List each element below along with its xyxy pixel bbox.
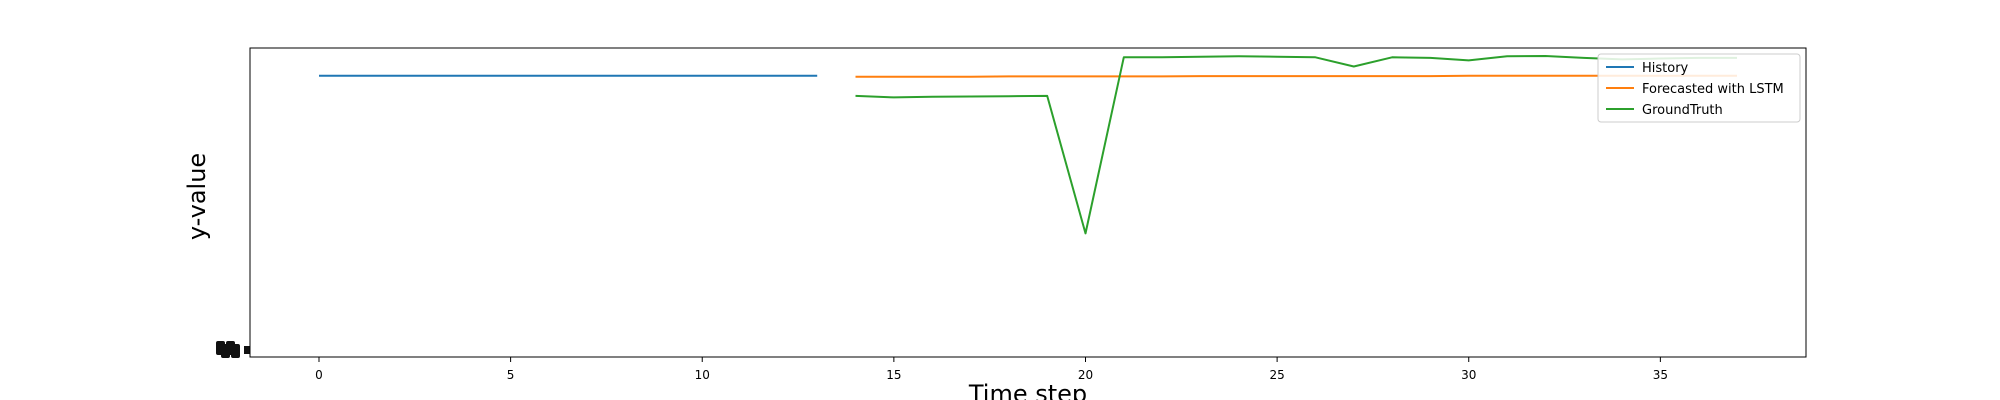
y-axis-title: y-value [183, 153, 211, 240]
legend: History Forecasted with LSTM GroundTruth [1597, 53, 1801, 123]
x-tick-label: 20 [1078, 368, 1093, 382]
x-tick-label: 10 [695, 368, 710, 382]
y-tick-label-overlap [231, 344, 240, 358]
x-tick-label: 30 [1461, 368, 1476, 382]
x-tick-label: 0 [315, 368, 323, 382]
legend-box [1597, 53, 1801, 123]
legend-label: History [1642, 61, 1689, 76]
y-axis-overlapping-tick-labels [216, 341, 250, 358]
x-axis-ticks: 0 5 10 15 20 25 30 35 [315, 357, 1668, 382]
x-tick-label: 15 [886, 368, 901, 382]
x-tick-label: 35 [1653, 368, 1668, 382]
series-line-3 [855, 55, 1737, 235]
legend-label: GroundTruth [1642, 103, 1723, 118]
legend-label: Forecasted with LSTM [1642, 82, 1784, 97]
series-layer [319, 55, 1737, 235]
y-tick-label-overlap [244, 346, 250, 354]
series-line-2 [855, 74, 1737, 78]
x-axis-title: Time step [968, 380, 1087, 400]
plot-area-frame [249, 47, 1807, 358]
x-tick-label: 25 [1269, 368, 1284, 382]
x-tick-label: 5 [507, 368, 515, 382]
